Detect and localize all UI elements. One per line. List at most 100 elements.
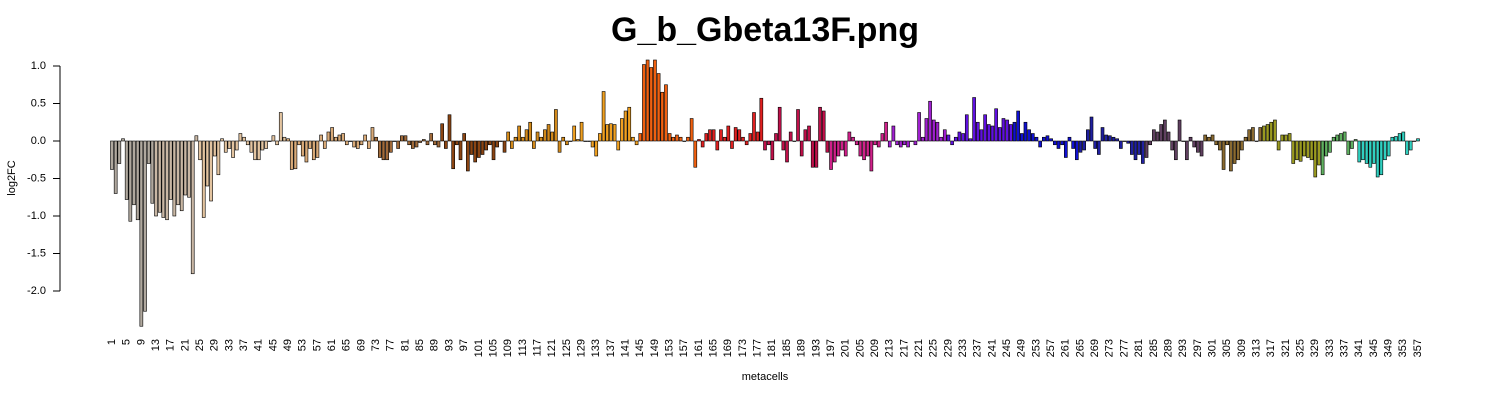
x-tick-label: 325 xyxy=(1295,339,1307,357)
bar xyxy=(623,110,628,142)
bar xyxy=(315,140,320,158)
x-tick-label: 173 xyxy=(737,339,749,357)
bar xyxy=(935,121,940,142)
bar xyxy=(330,127,334,142)
bar xyxy=(554,109,558,142)
bar xyxy=(205,140,210,187)
bar xyxy=(223,140,228,153)
bar xyxy=(135,140,140,221)
x-tick-label: 101 xyxy=(473,339,485,357)
bar xyxy=(1372,140,1376,164)
x-tick-label: 113 xyxy=(517,339,529,357)
bar xyxy=(1177,119,1182,142)
bar xyxy=(1199,140,1204,157)
bar xyxy=(355,140,360,149)
bar xyxy=(708,129,712,142)
bar xyxy=(333,136,338,142)
x-tick-label: 233 xyxy=(957,339,969,357)
x-tick-label: 209 xyxy=(869,339,881,357)
bar xyxy=(425,140,430,146)
x-tick-label: 149 xyxy=(649,339,661,357)
x-tick-label: 65 xyxy=(341,339,353,351)
bar xyxy=(972,97,976,142)
bar xyxy=(1119,140,1123,149)
bar xyxy=(931,119,936,142)
x-tick-label: 45 xyxy=(267,339,279,351)
bar xyxy=(656,73,661,142)
bar xyxy=(1368,140,1373,168)
bar xyxy=(1298,140,1303,162)
bar xyxy=(561,136,566,142)
bar xyxy=(234,140,239,151)
bar xyxy=(1181,140,1186,142)
bar xyxy=(979,129,984,142)
bar xyxy=(1042,136,1046,142)
bar xyxy=(1397,133,1402,142)
y-tick-label: -1.5 xyxy=(27,247,46,259)
x-tick-label: 93 xyxy=(443,339,455,351)
bar xyxy=(1214,140,1219,146)
x-tick-label: 205 xyxy=(854,339,866,357)
bar xyxy=(348,140,353,142)
bar xyxy=(638,133,643,142)
x-tick-label: 193 xyxy=(810,339,822,357)
x-tick-label: 49 xyxy=(282,339,294,351)
bar xyxy=(308,140,312,149)
bar xyxy=(1361,140,1365,161)
bar xyxy=(1210,134,1215,142)
bar xyxy=(161,140,166,218)
bar xyxy=(480,140,485,155)
x-tick-label: 257 xyxy=(1045,339,1057,357)
bar xyxy=(744,140,749,146)
x-tick-label: 25 xyxy=(194,339,206,351)
bar xyxy=(275,140,279,146)
bar xyxy=(667,133,672,142)
bar xyxy=(693,140,698,168)
bar xyxy=(818,106,822,142)
bar xyxy=(715,140,720,151)
bar xyxy=(319,134,323,142)
bar xyxy=(190,140,195,275)
bar xyxy=(1155,131,1160,142)
bar xyxy=(601,91,606,142)
bar xyxy=(179,140,184,212)
bar xyxy=(1108,135,1112,142)
bar xyxy=(664,84,668,142)
bar xyxy=(766,140,771,146)
bar xyxy=(975,121,980,142)
bar xyxy=(1045,135,1050,142)
bar xyxy=(770,140,775,161)
bar xyxy=(209,140,213,202)
bar xyxy=(407,140,411,146)
bar xyxy=(1159,124,1164,142)
bar xyxy=(451,140,455,170)
bar xyxy=(620,118,624,142)
bar xyxy=(1207,136,1211,142)
bar xyxy=(502,140,507,153)
bar xyxy=(1012,121,1017,142)
bar xyxy=(939,136,943,142)
bar xyxy=(436,140,441,148)
bar xyxy=(1375,140,1380,178)
bar xyxy=(821,110,826,142)
x-tick-label: 277 xyxy=(1118,339,1130,357)
bar xyxy=(1078,140,1083,153)
bar xyxy=(741,136,745,142)
bar xyxy=(917,112,921,142)
x-axis-label: metacells xyxy=(742,371,789,383)
bar xyxy=(1236,140,1241,161)
bar xyxy=(245,140,250,146)
x-tick-label: 265 xyxy=(1074,339,1086,357)
bar xyxy=(139,140,144,327)
bar xyxy=(1225,140,1230,146)
bar xyxy=(422,139,426,142)
bar xyxy=(887,140,892,148)
y-tick-label: 0.0 xyxy=(31,135,46,147)
bar xyxy=(1412,140,1417,142)
bar xyxy=(311,140,316,161)
bar xyxy=(466,140,470,172)
bar xyxy=(891,125,896,142)
bar xyxy=(440,123,444,142)
bar xyxy=(1364,140,1369,164)
bar xyxy=(1357,140,1362,163)
